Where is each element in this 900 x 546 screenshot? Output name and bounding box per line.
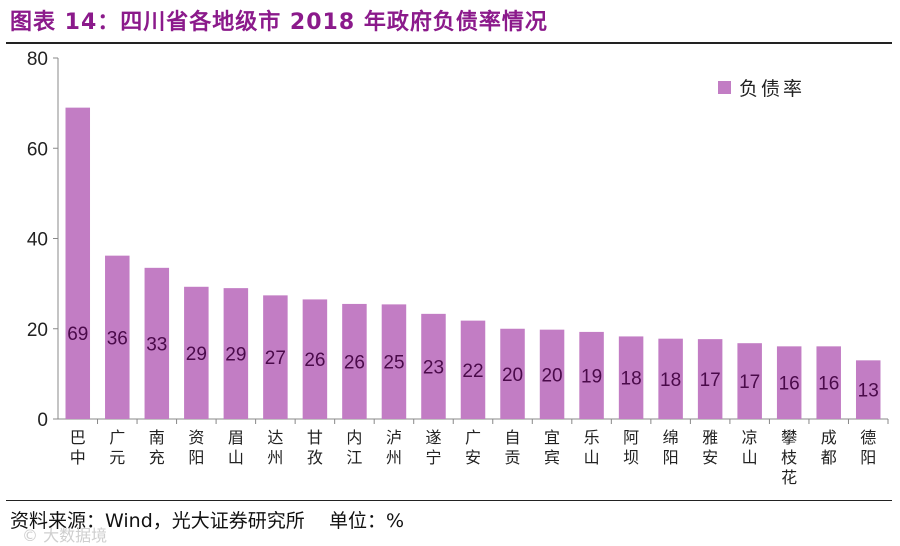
bar [144,267,170,419]
bar [539,329,565,419]
bar [579,331,604,419]
x-tick-label: 巴中 [70,428,86,467]
bar-value-label: 18 [621,369,642,390]
y-tick-label: 80 [27,49,48,70]
bar [460,320,486,419]
bar [855,360,881,419]
bar-value-label: 20 [502,365,523,386]
x-tick-label: 泸州 [386,428,402,467]
bar [263,295,288,419]
bar [184,286,209,419]
footer-source: 资料来源：Wind，光大证券研究所 单位：% [10,506,404,533]
x-tick-label: 广元 [109,428,125,467]
y-tick-label: 60 [27,139,48,160]
bar-value-label: 17 [700,370,721,391]
x-tick-label: 雅安 [702,428,718,467]
x-tick-label: 攀枝花 [781,428,797,487]
x-tick-label: 达州 [267,428,283,467]
bar [737,343,762,419]
legend-label: 负债率 [739,78,805,100]
bar-value-label: 22 [462,361,483,382]
bar [381,304,407,419]
bar [697,339,723,419]
x-tick-label: 德阳 [860,428,876,467]
bar-value-label: 13 [858,381,879,402]
bar [65,107,91,419]
bar [658,338,683,419]
footer-divider [6,500,892,501]
y-tick-label: 40 [27,230,48,251]
bar [816,346,841,419]
chart-axes: 0 20 40 60 80 巴中广元南充资阳眉山达州甘孜内江泸州遂宁广安自贡宜宾乐山阿坝绵… [27,49,889,487]
bar [302,299,328,419]
bar-value-label: 23 [423,357,444,378]
bar-value-label: 29 [186,344,207,365]
bar-value-label: 19 [581,366,602,387]
bar-value-label: 20 [541,365,562,386]
x-tick-label: 内江 [346,428,362,467]
chart-legend: 负债率 [718,78,805,100]
chart-title: 图表 14：四川省各地级市 2018 年政府负债率情况 [10,10,548,35]
legend-swatch [718,81,731,94]
x-tick-label: 自贡 [505,428,521,467]
bar [500,328,525,419]
bar [105,255,130,419]
bar-value-label: 17 [739,372,760,393]
bar-value-label: 16 [779,374,800,395]
x-tick-label: 遂宁 [425,428,441,467]
bar-value-label: 26 [304,350,325,371]
bar [776,346,802,419]
x-tick-label: 宜宾 [544,428,560,467]
chart-bars: 69 36 33 29 29 27 26 26 25 23 22 20 20 19 18 18 17 17 16 16… [65,107,881,419]
x-tick-label: 甘孜 [307,428,323,467]
title-divider [6,42,892,44]
x-tick-label: 南充 [149,428,165,467]
bar-value-label: 36 [107,328,128,349]
source-text: 资料来源：Wind，光大证券研究所 [10,510,305,532]
x-tick-label: 乐山 [584,428,600,467]
bar-value-label: 25 [383,353,404,374]
watermark: © 大数据境 [22,526,108,545]
bar [618,336,644,419]
bar-value-label: 18 [660,370,681,391]
unit-text: 单位：% [328,510,404,532]
x-tick-label: 资阳 [188,428,204,467]
bar-chart: 0 20 40 60 80 巴中广元南充资阳眉山达州甘孜内江泸州遂宁广安自贡宜宾乐山阿坝绵… [27,49,889,487]
x-tick-label: 绵阳 [663,428,679,467]
x-tick-label: 凉山 [742,428,758,467]
y-tick-label: 0 [37,410,48,431]
bar-value-label: 29 [225,345,246,366]
bar-value-label: 26 [344,352,365,373]
bar [421,313,446,419]
x-tick-label: 眉山 [228,428,244,467]
bar-value-label: 16 [818,374,839,395]
x-tick-label: 阿坝 [623,428,639,467]
bar-value-label: 33 [146,334,167,355]
bar [342,303,367,419]
bar-value-label: 69 [67,324,88,345]
x-tick-label: 成都 [821,428,837,467]
x-tick-label: 广安 [465,428,481,467]
bar-value-label: 27 [265,348,286,369]
y-tick-label: 20 [27,320,48,341]
bar [223,288,249,419]
